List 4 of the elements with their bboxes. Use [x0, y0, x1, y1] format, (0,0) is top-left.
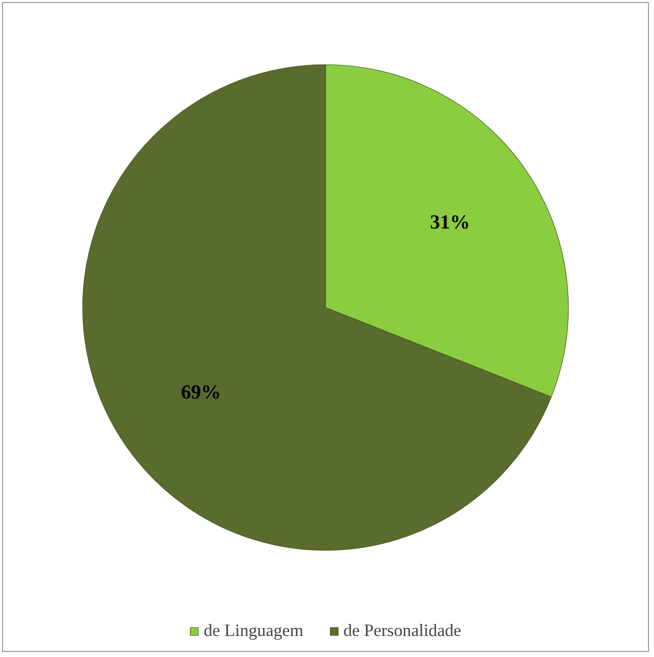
data-label: 69% — [180, 382, 221, 404]
data-label: 31% — [430, 211, 470, 234]
legend-label: de Linguagem — [204, 621, 304, 641]
legend-label: de Personalidade — [343, 621, 462, 641]
